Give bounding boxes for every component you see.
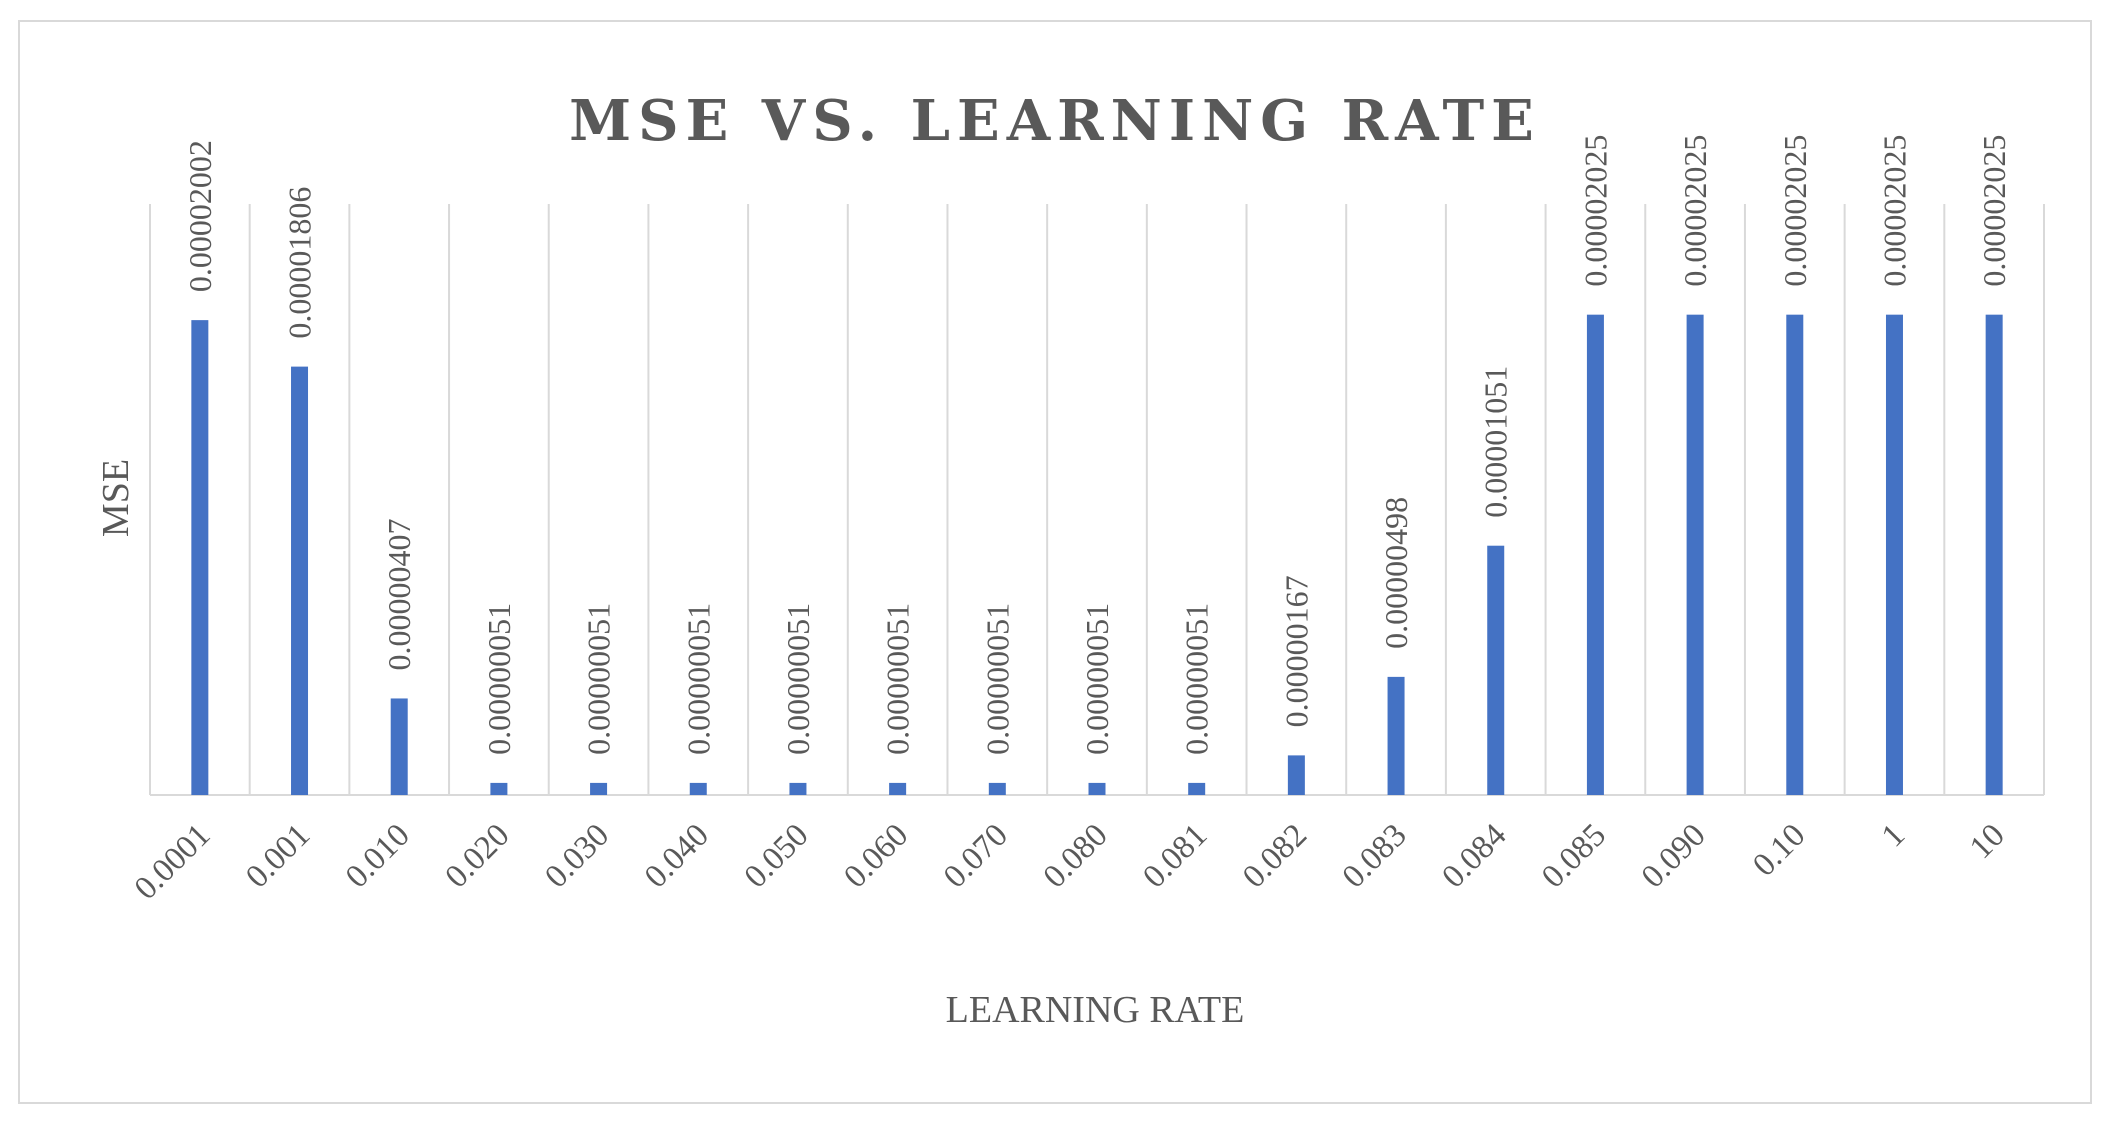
x-axis-title: LEARNING RATE [946,989,1245,1031]
x-tick-label: 0.083 [1336,817,1414,895]
data-label: 0.00000051 [481,603,517,755]
data-label: 0.00002025 [1677,135,1713,287]
bar [191,320,209,795]
x-tick-label: 0.070 [937,817,1015,895]
x-tick-label: 0.084 [1435,817,1513,895]
grid-layer [149,204,2045,795]
bar [1188,782,1206,795]
bar [1686,314,1704,795]
bar [889,782,907,795]
bar [291,366,309,795]
bar [789,782,807,795]
data-label: 0.00000051 [880,603,916,755]
bar [1088,782,1106,795]
data-label: 0.00002025 [1976,135,2012,287]
data-label: 0.00000167 [1278,575,1314,727]
x-tick-label: 0.082 [1236,817,1314,895]
bar [1487,545,1505,795]
x-tick-label: 0.080 [1037,817,1115,895]
data-label: 0.00000051 [780,603,816,755]
x-tick-label: 0.085 [1535,817,1613,895]
x-tick-label: 0.030 [538,817,616,895]
bar [1985,314,2003,795]
data-label: 0.00000051 [979,603,1015,755]
data-label: 0.00002025 [1777,135,1813,287]
x-tick-label: 0.020 [439,817,517,895]
x-tick-label: 0.060 [837,817,915,895]
bar [1586,314,1604,795]
chart-title: MSE VS. LEARNING RATE [569,88,1541,154]
x-tick-label: 10 [1963,817,2012,866]
data-label: 0.00002025 [1577,135,1613,287]
bar-layer [191,314,2003,795]
data-label: 0.00000051 [1179,603,1215,755]
bar [1387,676,1405,795]
x-tick-label: 0.001 [239,817,317,895]
x-tick-layer: 0.0001 0.001 0.010 0.020 0.030 0.040 0.050 0.06… [128,817,2012,907]
x-tick-label: 0.0001 [128,817,218,907]
data-label: 0.00000051 [581,603,617,755]
data-label: 0.00002025 [1876,135,1912,287]
chart-frame: 0.00002002 0.00001806 0.00000407 0.00000051… [18,20,2092,1104]
data-label: 0.00001806 [282,187,318,339]
bar [1287,755,1305,795]
x-tick-label: 1 [1875,817,1912,854]
chart-canvas: 0.00002002 0.00001806 0.00000407 0.00000051… [95,88,2045,1031]
data-label: 0.00000051 [680,603,716,755]
x-tick-label: 0.10 [1746,817,1812,883]
data-label: 0.00001051 [1478,366,1514,518]
bar [1786,314,1804,795]
bar [390,698,408,795]
x-tick-label: 0.010 [339,817,417,895]
x-tick-label: 0.050 [738,817,816,895]
x-tick-label: 0.090 [1635,817,1713,895]
bar [1885,314,1903,795]
bar [490,782,508,795]
data-label: 0.00002002 [182,140,218,292]
y-axis-title: MSE [95,459,137,537]
bar [689,782,707,795]
bar [988,782,1006,795]
x-tick-label: 0.081 [1136,817,1214,895]
data-label: 0.00000051 [1079,603,1115,755]
data-label: 0.00000407 [381,518,417,670]
bar [590,782,608,795]
data-label: 0.00000498 [1378,497,1414,649]
x-tick-label: 0.040 [638,817,716,895]
data-label-layer: 0.00002002 0.00001806 0.00000407 0.00000051… [182,135,2012,755]
